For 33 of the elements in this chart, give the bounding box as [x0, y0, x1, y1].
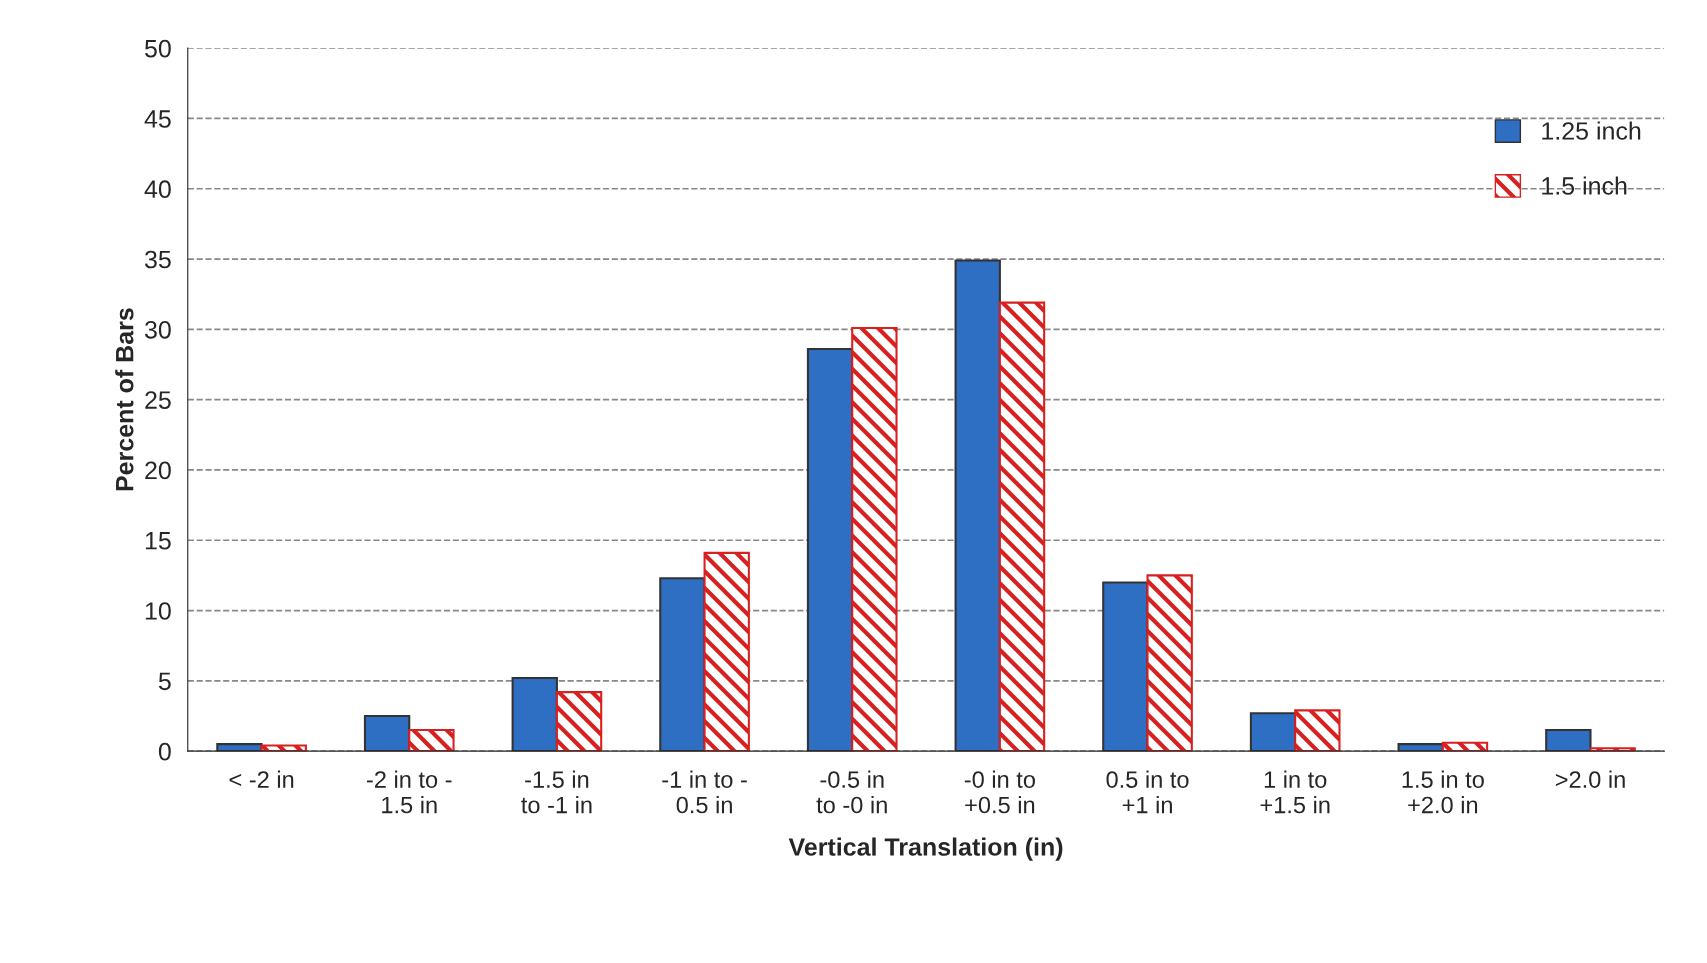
bar	[511, 676, 558, 752]
x-tick-label: -0.5 in to -0 in	[816, 770, 887, 814]
y-tick-label: 25	[145, 391, 171, 409]
y-tick-label: 15	[145, 532, 171, 550]
bar	[363, 714, 411, 752]
x-tick-label: -1.5 in to -1 in	[521, 770, 592, 814]
bar	[1249, 712, 1297, 752]
y-tick-label: 20	[145, 461, 171, 480]
x-tick-label: 0.5 in to +1 in	[1106, 770, 1189, 814]
bar	[954, 259, 1001, 752]
x-tick-label: -1 in to - 0.5 in	[662, 770, 747, 814]
y-tick-label: 50	[144, 39, 171, 58]
x-axis-title: Vertical Translation (in)	[788, 837, 1063, 861]
x-tick-label: >2.0 in	[1555, 770, 1625, 788]
x-tick-label: 1.5 in to +2.0 in	[1402, 770, 1484, 814]
x-tick-label: 1 in to +1.5 in	[1260, 770, 1330, 814]
bar	[1545, 729, 1592, 752]
x-tick-label: < -2 in	[229, 770, 294, 788]
y-tick-label: 45	[144, 110, 171, 128]
y-tick-label: 30	[144, 320, 171, 339]
y-tick-label: 40	[144, 180, 171, 199]
bar	[1102, 581, 1149, 752]
y-axis-title: Percent of Bars	[115, 308, 134, 491]
legend-label: 1.25 inch	[1542, 121, 1641, 140]
y-tick-label: 35	[144, 250, 171, 269]
y-tick-label: 0	[158, 742, 171, 761]
bar	[806, 347, 854, 752]
x-tick-label: -0 in to +0.5 in	[964, 770, 1035, 814]
y-tick-label: 10	[145, 602, 171, 620]
legend-label: 1.5 inch	[1542, 176, 1627, 195]
bar	[659, 577, 706, 752]
x-tick-label: -2 in to - 1.5 in	[367, 770, 452, 814]
y-tick-label: 5	[158, 672, 171, 691]
